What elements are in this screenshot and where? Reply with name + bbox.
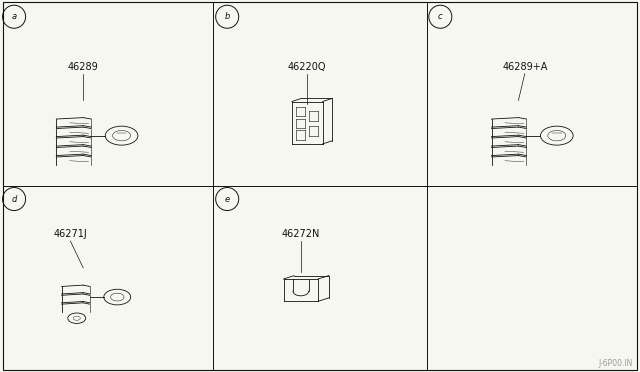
- Text: a: a: [12, 12, 17, 21]
- Text: J-6P00.IN: J-6P00.IN: [598, 359, 632, 368]
- Text: b: b: [225, 12, 230, 21]
- Text: 46271J: 46271J: [54, 230, 87, 239]
- Text: 46289+A: 46289+A: [502, 62, 547, 72]
- Text: 46220Q: 46220Q: [288, 62, 326, 72]
- Text: 46289: 46289: [68, 62, 99, 72]
- Text: 46272N: 46272N: [282, 230, 320, 239]
- Text: c: c: [438, 12, 443, 21]
- Text: e: e: [225, 195, 230, 203]
- Text: d: d: [12, 195, 17, 203]
